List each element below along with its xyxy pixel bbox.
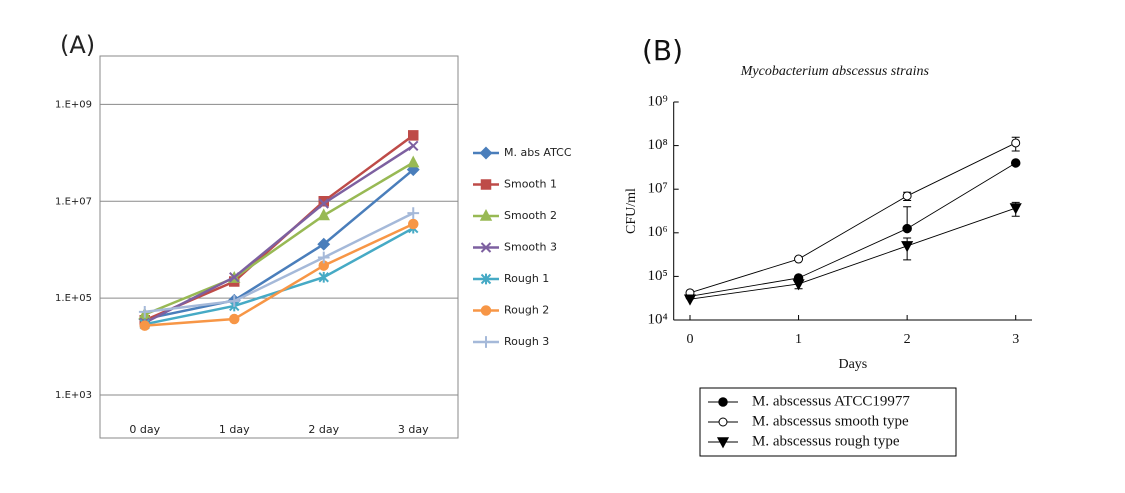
series-line: [689, 207, 1016, 300]
x-tick-label: 0: [686, 332, 693, 347]
legend-marker: [716, 437, 730, 449]
y-tick-label: 1.E+05: [55, 293, 92, 304]
marker: [317, 208, 330, 221]
legend-marker: [479, 146, 493, 160]
legend-label: M. abscessus ATCC19977: [752, 393, 910, 409]
y-tick-label: 1.E+09: [55, 99, 92, 110]
marker: [318, 198, 329, 209]
marker: [228, 295, 241, 307]
legend-marker: [480, 179, 492, 190]
panel-label: (A): [60, 31, 95, 59]
marker: [902, 191, 912, 201]
marker: [901, 241, 914, 253]
y-tick-label: 10⁷: [647, 181, 667, 197]
legend-marker: [480, 273, 492, 285]
marker: [683, 294, 697, 306]
marker: [318, 271, 329, 283]
series-line: [144, 161, 414, 316]
legend-label: M. abscessus smooth type: [752, 413, 909, 429]
marker: [794, 254, 804, 264]
marker: [902, 223, 912, 234]
series-line: [144, 222, 414, 327]
marker: [406, 163, 420, 177]
series-line: [144, 168, 415, 321]
legend-marker: [718, 397, 728, 407]
x-tick-label: 1 day: [219, 423, 250, 436]
marker: [317, 251, 330, 264]
panel-a: (A) 1.E+03 1.E+05 1.E+07 1.E+09 0 day 1 day 2 d…: [55, 31, 572, 439]
legend-marker: [718, 417, 728, 427]
marker: [138, 306, 151, 318]
legend-marker: [480, 242, 492, 253]
legend-label: Smooth 3: [504, 241, 557, 254]
marker: [1009, 203, 1022, 215]
marker: [408, 140, 419, 151]
y-tick-label: 10⁸: [647, 137, 667, 153]
marker: [408, 218, 419, 230]
x-tick-label: 0 day: [129, 423, 160, 436]
legend-label: M. abscessus rough type: [752, 433, 900, 449]
y-tick-label: 10⁶: [647, 224, 667, 240]
legend-label: Smooth 2: [504, 209, 557, 222]
marker: [229, 313, 240, 325]
legend-label: Rough 2: [504, 304, 549, 317]
legend-box: [699, 387, 957, 457]
marker: [139, 320, 150, 331]
legend-marker: [479, 208, 493, 221]
x-tick-label: 3 day: [398, 423, 429, 436]
legend-label: M. abs ATCC: [504, 146, 572, 159]
marker: [792, 279, 805, 291]
marker: [1011, 138, 1021, 148]
x-axis-label: Days: [838, 357, 867, 372]
y-axis-label: CFU/ml: [624, 188, 639, 234]
y-tick-label: 10⁹: [647, 93, 667, 109]
chart-title: Mycobacterium abscessus strains: [740, 64, 930, 79]
marker: [1010, 158, 1021, 168]
marker: [317, 237, 331, 251]
y-tick-label: 1.E+07: [55, 196, 92, 207]
legend-marker: [480, 336, 492, 348]
marker: [407, 155, 420, 168]
plot-frame: [99, 55, 459, 439]
series-line: [689, 162, 1016, 297]
x-tick-label: 2 day: [308, 423, 339, 436]
y-tick-label: 10⁴: [647, 311, 667, 327]
series-line: [144, 144, 414, 324]
legend-label: Rough 3: [504, 335, 549, 348]
marker: [229, 272, 240, 283]
y-tick-label: 1.E+03: [55, 390, 92, 401]
panel-b: (B) Mycobacterium abscessus strains 10⁴ 10⁵…: [624, 34, 1032, 457]
x-tick-label: 3: [1012, 332, 1019, 347]
legend-label: Rough 1: [504, 272, 549, 285]
marker: [407, 207, 420, 219]
panel-label: (B): [642, 34, 683, 67]
x-tick-label: 2: [904, 332, 911, 347]
series-line: [689, 142, 1016, 294]
y-tick-label: 10⁵: [647, 268, 667, 284]
legend-marker: [480, 305, 492, 316]
legend-label: Smooth 1: [504, 178, 557, 191]
x-tick-label: 1: [795, 332, 802, 347]
marker: [408, 130, 419, 141]
series-line: [144, 211, 414, 314]
